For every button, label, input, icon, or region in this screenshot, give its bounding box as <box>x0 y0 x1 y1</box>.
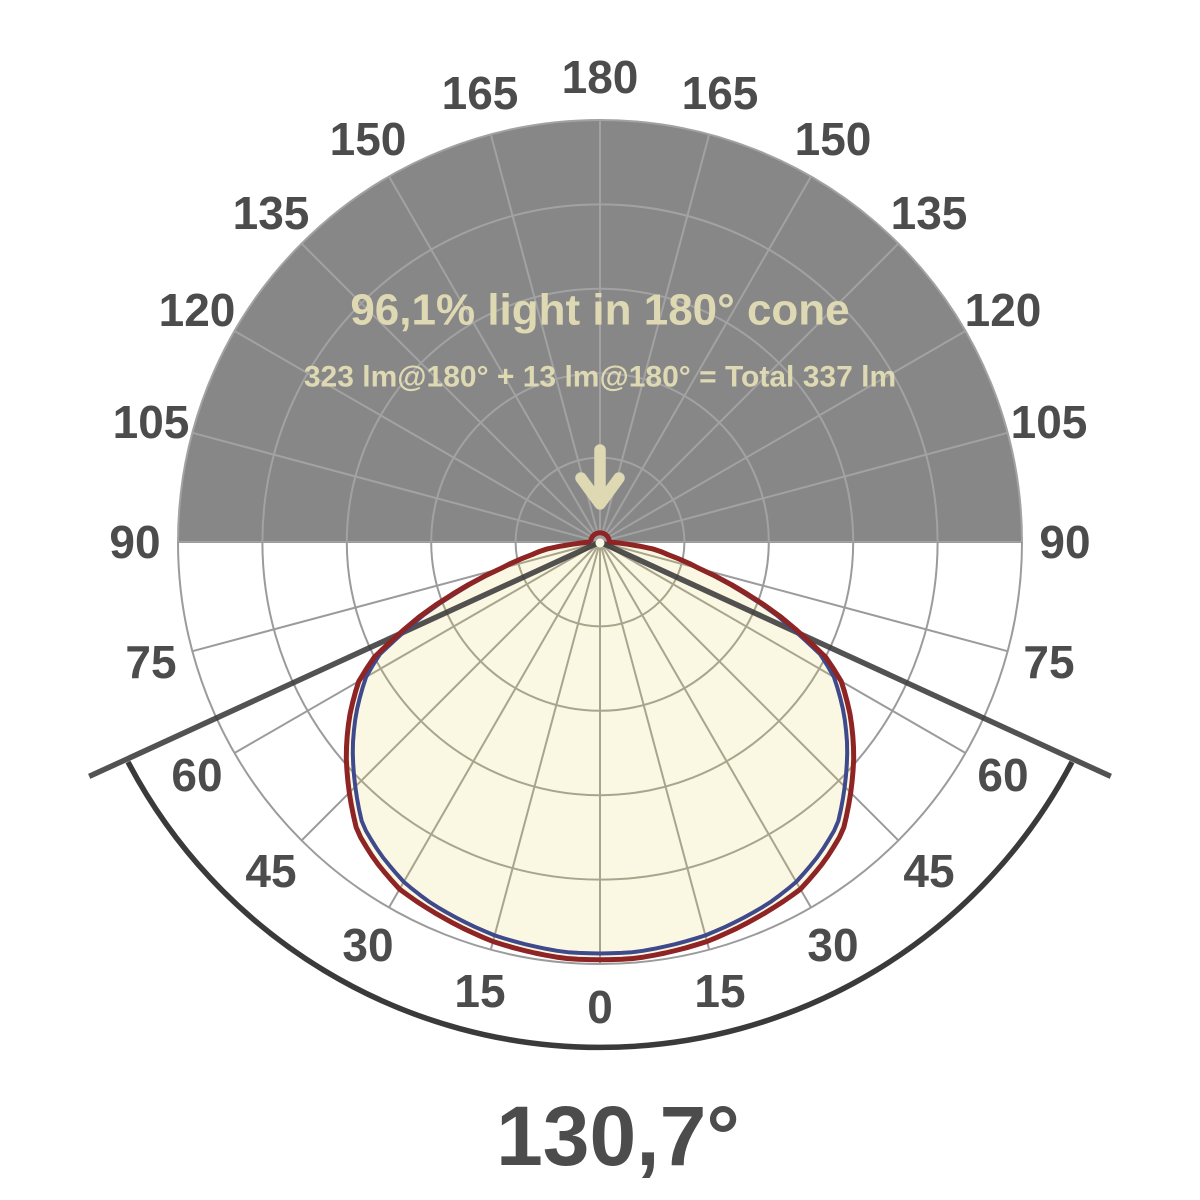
down-arrow-icon <box>575 444 625 510</box>
grid-upper <box>177 119 1023 542</box>
angle-label: 30 <box>342 919 393 971</box>
beam-angle-line-left <box>88 539 602 779</box>
angle-label: 15 <box>454 965 505 1017</box>
angle-label: 45 <box>903 845 954 897</box>
c90-c270-curve <box>350 540 850 956</box>
beam-angle-line-right <box>598 539 1112 779</box>
angle-label: 135 <box>233 187 310 239</box>
beam-angle-value: 130,7° <box>496 1089 740 1183</box>
angle-label: 75 <box>125 636 176 688</box>
c0-c180-curve <box>343 530 857 963</box>
angle-label: 120 <box>965 284 1042 336</box>
angle-label: 120 <box>159 284 236 336</box>
angle-label: 30 <box>807 919 858 971</box>
angle-label: 165 <box>682 67 759 119</box>
origin-dot <box>595 538 605 548</box>
angle-label: 135 <box>891 187 968 239</box>
angle-label: 150 <box>795 113 872 165</box>
angle-label: 150 <box>330 113 407 165</box>
angle-label: 180 <box>562 51 639 103</box>
angle-label: 45 <box>245 845 296 897</box>
angle-label: 105 <box>113 396 190 448</box>
angle-label: 15 <box>694 965 745 1017</box>
angle-label: 90 <box>109 516 160 568</box>
angle-label: 0 <box>587 981 613 1033</box>
angle-label: 75 <box>1023 636 1074 688</box>
angle-label: 165 <box>442 67 519 119</box>
cone-subtitle: 323 lm@180° + 13 lm@180° = Total 337 lm <box>304 361 896 394</box>
cone-title: 96,1% light in 180° cone <box>350 286 849 335</box>
beam-angle-arc <box>125 760 1075 1051</box>
angle-label: 60 <box>171 749 222 801</box>
angle-label: 105 <box>1011 396 1088 448</box>
angle-label: 60 <box>977 749 1028 801</box>
angle-label: 90 <box>1039 516 1090 568</box>
